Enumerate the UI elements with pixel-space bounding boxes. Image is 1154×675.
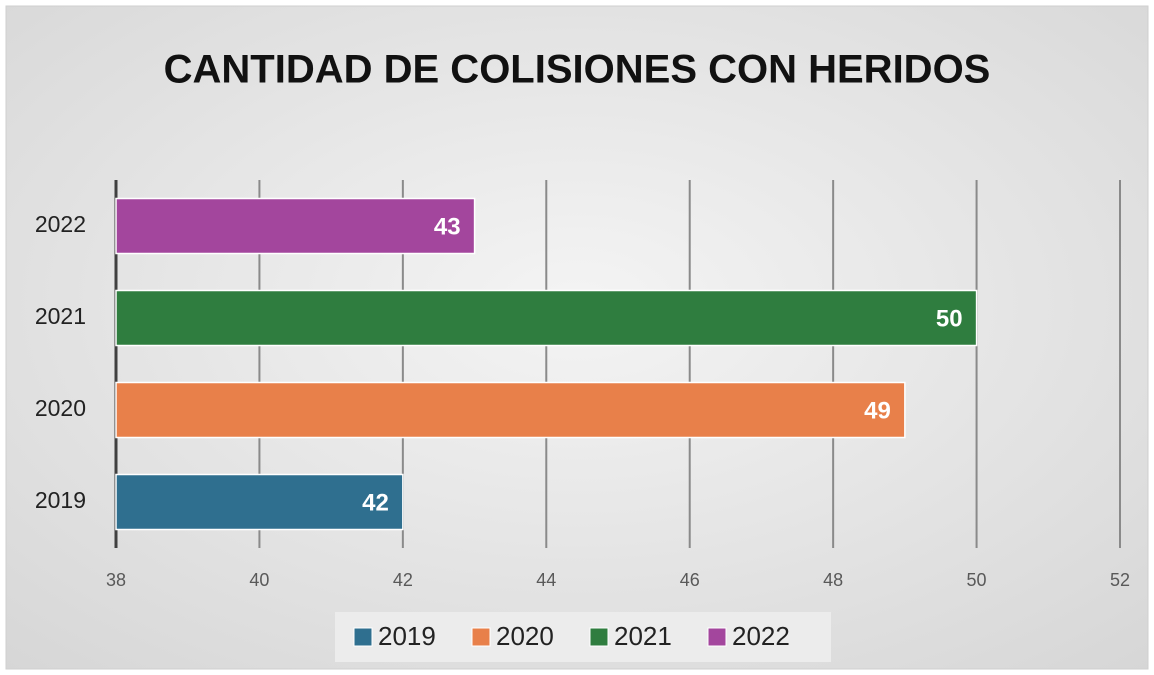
y-tick-label: 2020 xyxy=(35,395,86,421)
data-label: 49 xyxy=(864,397,891,424)
legend-label: 2021 xyxy=(614,621,672,651)
bar xyxy=(115,289,978,347)
x-tick-label: 44 xyxy=(536,570,556,590)
x-tick-label: 52 xyxy=(1110,570,1130,590)
x-tick-label: 46 xyxy=(680,570,700,590)
x-tick-label: 48 xyxy=(823,570,843,590)
data-label: 42 xyxy=(362,489,389,516)
y-tick-label: 2022 xyxy=(35,211,86,237)
data-label: 50 xyxy=(936,305,963,332)
y-tick-label: 2019 xyxy=(35,487,86,513)
legend-label: 2020 xyxy=(496,621,554,651)
chart-title: CANTIDAD DE COLISIONES CON HERIDOS xyxy=(164,48,991,92)
legend-swatch xyxy=(471,627,491,647)
x-tick-label: 42 xyxy=(393,570,413,590)
bar xyxy=(115,473,404,531)
legend-label: 2022 xyxy=(732,621,790,651)
y-tick-label: 2021 xyxy=(35,303,86,329)
bar xyxy=(115,197,476,255)
legend-label: 2019 xyxy=(378,621,436,651)
legend-swatch xyxy=(589,627,609,647)
bar xyxy=(115,381,906,439)
x-tick-label: 50 xyxy=(967,570,987,590)
legend-box xyxy=(335,612,831,662)
legend-swatch xyxy=(353,627,373,647)
x-tick-label: 38 xyxy=(106,570,126,590)
legend-swatch xyxy=(707,627,727,647)
x-tick-label: 40 xyxy=(249,570,269,590)
data-label: 43 xyxy=(434,213,461,240)
